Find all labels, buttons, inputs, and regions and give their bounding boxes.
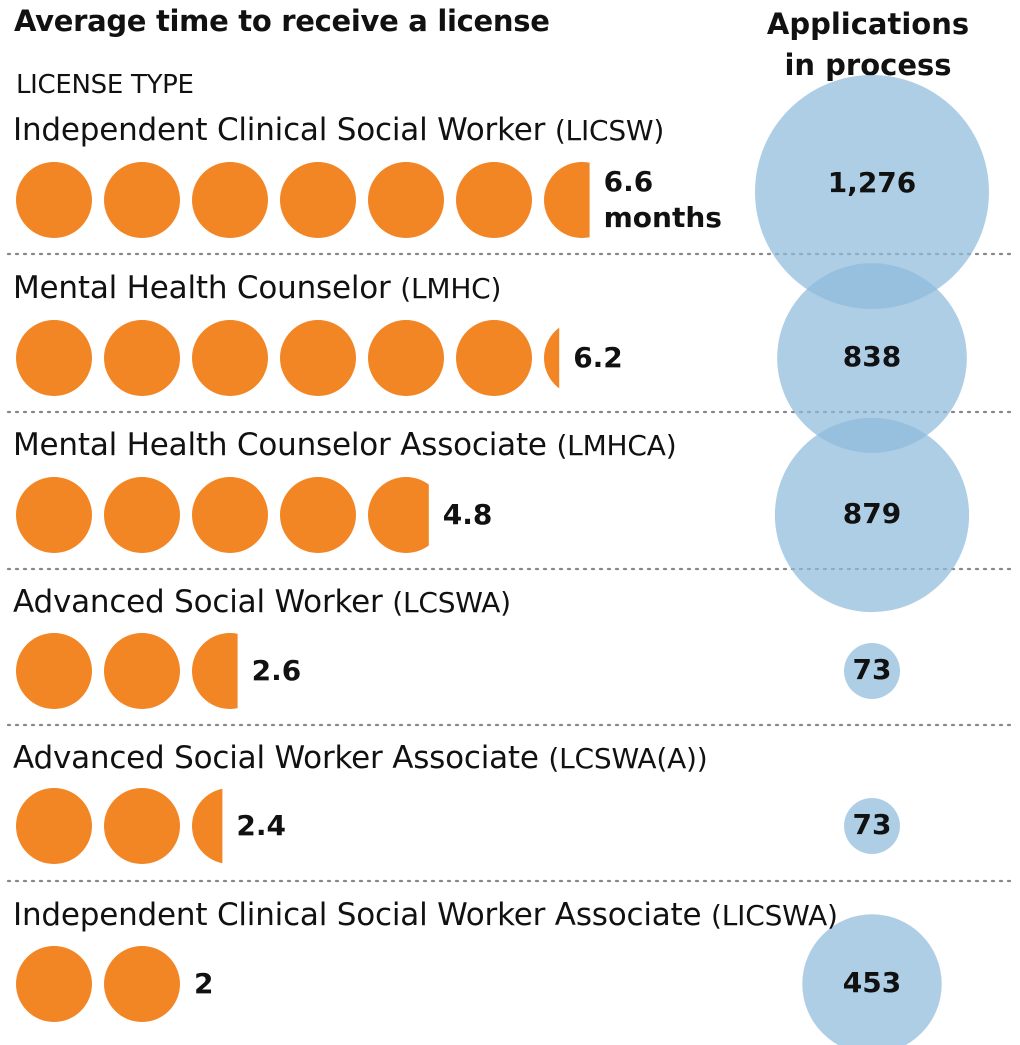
month-circle	[16, 320, 92, 396]
license-name: Mental Health Counselor	[13, 270, 391, 306]
applications-value-licsw: 1,276	[827, 166, 917, 199]
months-value-lmhca: 4.8	[443, 497, 493, 533]
applications-header: Applications in process	[760, 4, 976, 86]
month-circle	[104, 320, 180, 396]
application-bubbles	[755, 75, 989, 1045]
row-label-licsw: Independent Clinical Social Worker (LICS…	[13, 112, 664, 148]
applications-value-lcswaa: 73	[852, 808, 892, 841]
months-number: 6.2	[573, 341, 623, 374]
license-name: Mental Health Counselor Associate	[13, 427, 547, 463]
applications-value-lmhca: 879	[842, 497, 902, 530]
row-label-lmhca: Mental Health Counselor Associate (LMHCA…	[13, 427, 677, 463]
months-number: 2.6	[251, 654, 302, 687]
month-circle	[192, 162, 268, 238]
application-bubble	[802, 914, 942, 1045]
month-circle	[280, 477, 356, 553]
applications-header-line1: Applications	[766, 7, 970, 41]
month-circle	[368, 320, 444, 396]
row-dividers	[6, 252, 1014, 883]
months-number: 2	[194, 967, 214, 1000]
application-bubble	[844, 798, 900, 854]
month-circle	[16, 633, 92, 709]
month-circle	[104, 788, 180, 864]
row-label-lcswaa: Advanced Social Worker Associate (LCSWA(…	[13, 740, 708, 776]
applications-value-lcswa: 73	[852, 653, 892, 686]
month-circle	[104, 633, 180, 709]
license-name: Advanced Social Worker Associate	[13, 740, 539, 776]
license-abbr: (LICSW)	[554, 114, 665, 147]
partial-month-circle	[544, 327, 560, 389]
months-value-licsw: 6.6 months	[604, 164, 722, 236]
month-circle	[104, 162, 180, 238]
month-circle	[192, 477, 268, 553]
months-unit: months	[603, 201, 722, 234]
license-abbr: (LCSWA)	[392, 586, 511, 619]
months-value-lmhc: 6.2	[573, 340, 623, 376]
month-circles	[16, 162, 590, 1022]
months-value-lcswaa: 2.4	[236, 808, 286, 844]
license-abbr: (LICSWA)	[711, 899, 838, 932]
month-circle	[104, 946, 180, 1022]
month-circle	[16, 162, 92, 238]
license-abbr: (LMHCA)	[556, 429, 677, 462]
license-name: Independent Clinical Social Worker	[13, 112, 546, 148]
month-circle	[16, 788, 92, 864]
application-bubble	[777, 263, 967, 453]
application-bubble	[755, 75, 989, 309]
application-bubble	[774, 417, 970, 613]
applications-value-lmhc: 838	[842, 340, 902, 373]
row-label-lcswa: Advanced Social Worker (LCSWA)	[13, 584, 511, 620]
months-number: 6.6	[603, 165, 654, 198]
month-circle	[280, 320, 356, 396]
months-number: 4.8	[442, 498, 493, 531]
application-bubble	[844, 643, 900, 699]
chart-title: Average time to receive a license	[14, 4, 550, 38]
row-label-licswa: Independent Clinical Social Worker Assoc…	[13, 897, 838, 933]
months-value-licswa: 2	[194, 966, 213, 1002]
partial-month-circle	[192, 633, 238, 709]
months-value-lcswa: 2.6	[252, 653, 302, 689]
license-abbr: (LCSWA(A))	[548, 742, 708, 775]
month-circle	[16, 946, 92, 1022]
applications-value-licswa: 453	[842, 966, 902, 999]
month-circle	[192, 320, 268, 396]
license-name: Independent Clinical Social Worker Assoc…	[13, 897, 702, 933]
month-circle	[104, 477, 180, 553]
partial-month-circle	[544, 162, 590, 238]
month-circle	[16, 477, 92, 553]
partial-month-circle	[192, 788, 223, 864]
license-type-subhead: LICENSE TYPE	[16, 70, 194, 100]
month-circle	[456, 162, 532, 238]
month-circle	[280, 162, 356, 238]
partial-month-circle	[368, 477, 429, 553]
row-label-lmhc: Mental Health Counselor (LMHC)	[13, 270, 501, 306]
months-number: 2.4	[236, 809, 286, 842]
month-circle	[456, 320, 532, 396]
month-circle	[368, 162, 444, 238]
license-abbr: (LMHC)	[400, 272, 502, 305]
license-name: Advanced Social Worker	[13, 584, 383, 620]
